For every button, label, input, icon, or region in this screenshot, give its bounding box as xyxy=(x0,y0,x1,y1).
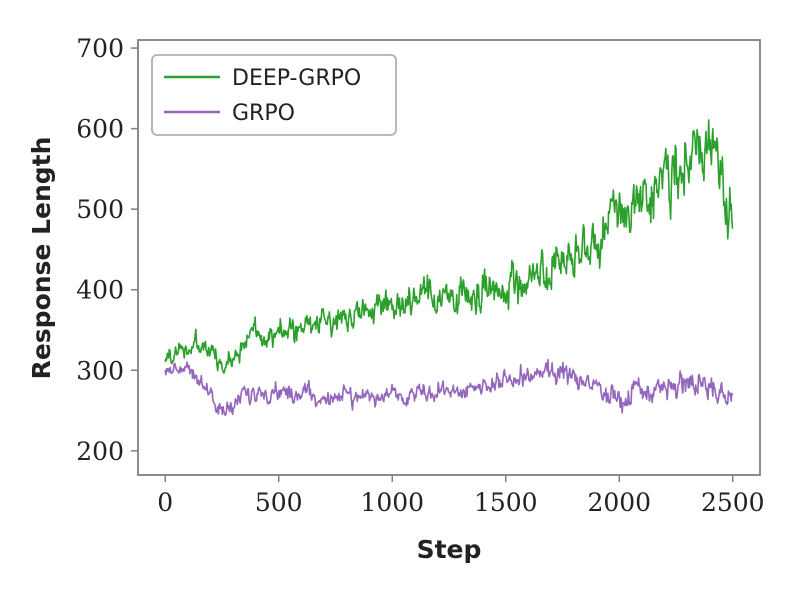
legend-label-grpo: GRPO xyxy=(232,101,295,126)
legend-frame xyxy=(151,54,397,136)
x-tick-label: 2500 xyxy=(701,488,765,517)
y-tick-label: 500 xyxy=(76,195,124,224)
y-tick-label: 700 xyxy=(76,34,124,63)
y-tick-label: 600 xyxy=(76,115,124,144)
y-tick-label: 400 xyxy=(76,276,124,305)
x-tick-label: 500 xyxy=(255,488,303,517)
series-layer xyxy=(164,119,734,417)
series-line-grpo xyxy=(164,358,734,417)
x-axis-ticks: 0 500 1000 1500 2000 2500 xyxy=(157,475,765,517)
legend: DEEP-GRPO GRPO xyxy=(151,54,397,136)
plot-frame xyxy=(137,39,761,476)
y-tick-label: 300 xyxy=(76,356,124,385)
y-axis-ticks: 200 300 400 500 600 700 xyxy=(76,34,138,466)
y-tick-label: 200 xyxy=(76,437,124,466)
x-tick-label: 0 xyxy=(157,488,173,517)
series-line-deep-grpo xyxy=(164,119,734,374)
x-tick-label: 1000 xyxy=(360,488,424,517)
x-tick-label: 1500 xyxy=(474,488,538,517)
x-axis-title: Step xyxy=(417,535,482,564)
legend-label-deep-grpo: DEEP-GRPO xyxy=(232,66,361,91)
y-axis-title: Response Length xyxy=(27,137,56,380)
x-tick-label: 2000 xyxy=(587,488,651,517)
